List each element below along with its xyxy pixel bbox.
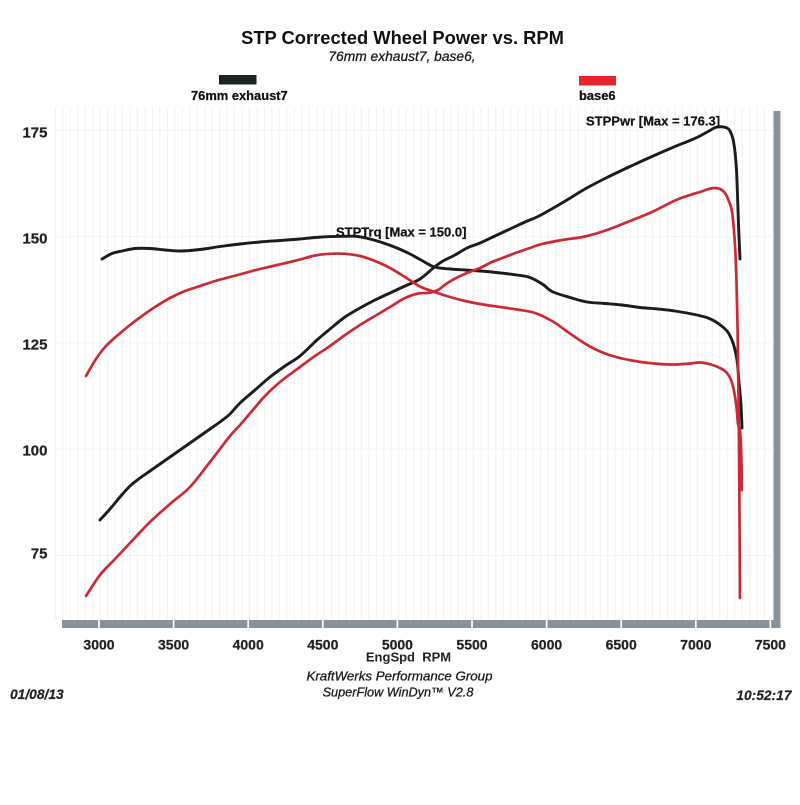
svg-text:EngSpd RPM: EngSpd RPM — [366, 650, 451, 665]
svg-text:4000: 4000 — [233, 637, 264, 653]
svg-text:STPPwr [Max = 176.3]: STPPwr [Max = 176.3] — [586, 114, 720, 129]
svg-text:175: 175 — [22, 125, 47, 142]
svg-text:7000: 7000 — [680, 637, 711, 653]
svg-text:01/08/13: 01/08/13 — [10, 687, 64, 702]
svg-text:STPTrq [Max = 150.0]: STPTrq [Max = 150.0] — [336, 225, 466, 240]
svg-text:76mm exhaust7: 76mm exhaust7 — [191, 88, 288, 103]
svg-text:base6: base6 — [579, 88, 616, 103]
svg-text:6500: 6500 — [606, 637, 637, 653]
svg-text:5500: 5500 — [456, 637, 487, 653]
svg-text:76mm exhaust7, base6,: 76mm exhaust7, base6, — [328, 49, 475, 64]
svg-text:3000: 3000 — [83, 637, 114, 653]
svg-text:5000: 5000 — [382, 637, 413, 653]
svg-text:STP Corrected Wheel Power vs.: STP Corrected Wheel Power vs. RPM — [241, 27, 564, 48]
svg-text:150: 150 — [22, 231, 47, 248]
svg-text:4500: 4500 — [307, 637, 338, 653]
svg-text:75: 75 — [31, 546, 48, 563]
svg-text:125: 125 — [22, 337, 47, 354]
svg-text:KraftWerks Performance Group: KraftWerks Performance Group — [307, 669, 493, 684]
svg-text:100: 100 — [22, 443, 47, 460]
svg-text:SuperFlow WinDyn™ V2.8: SuperFlow WinDyn™ V2.8 — [323, 686, 474, 700]
svg-text:10:52:17: 10:52:17 — [736, 688, 793, 703]
svg-text:6000: 6000 — [531, 637, 562, 653]
svg-text:7500: 7500 — [755, 637, 786, 653]
svg-text:3500: 3500 — [158, 637, 189, 653]
